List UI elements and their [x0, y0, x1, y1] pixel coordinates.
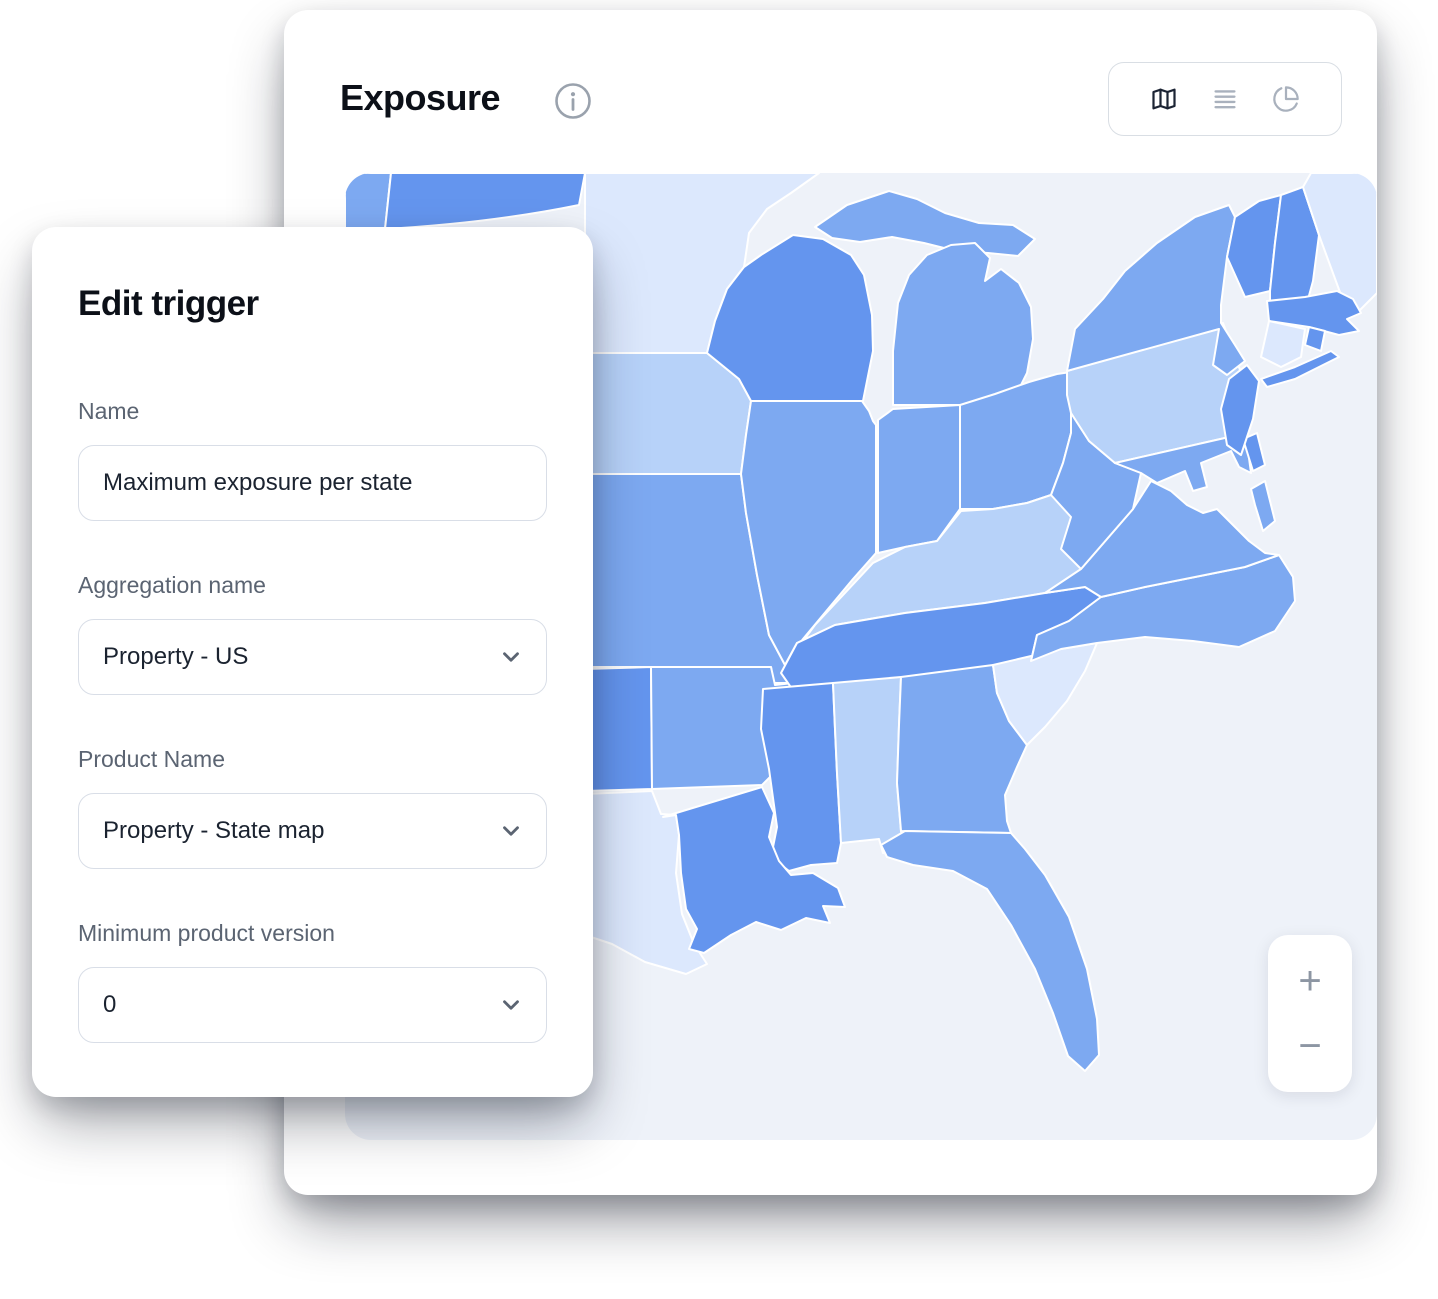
- state-ms[interactable]: [760, 682, 842, 872]
- state-nd[interactable]: [384, 173, 586, 230]
- state-ma[interactable]: [1266, 290, 1362, 336]
- product-name-value: Property - State map: [103, 817, 325, 844]
- choropleth-svg: [345, 173, 1377, 1072]
- list-view-icon[interactable]: [1210, 84, 1240, 114]
- chevron-down-icon: [498, 644, 524, 670]
- state-ct[interactable]: [1260, 320, 1306, 368]
- product-name-select[interactable]: Property - State map: [78, 793, 547, 869]
- exposure-card-title: Exposure: [340, 77, 501, 118]
- aggregation-name-label: Aggregation name: [78, 572, 266, 598]
- zoom-in-button[interactable]: +: [1298, 959, 1322, 1004]
- state-nj[interactable]: [1220, 364, 1260, 456]
- state-in[interactable]: [877, 404, 961, 554]
- minimum-product-version-label: Minimum product version: [78, 920, 335, 946]
- state-la[interactable]: [662, 786, 846, 954]
- name-field: [78, 445, 547, 521]
- state-ia[interactable]: [584, 352, 752, 475]
- chevron-down-icon: [498, 818, 524, 844]
- name-input[interactable]: [103, 469, 490, 497]
- state-va-eastern-shore[interactable]: [1250, 480, 1276, 532]
- view-toolbar: [1108, 62, 1342, 136]
- aggregation-name-select[interactable]: Property - US: [78, 619, 547, 695]
- state-al[interactable]: [832, 676, 906, 854]
- state-mi-upper[interactable]: [814, 190, 1036, 257]
- state-me[interactable]: [1302, 173, 1377, 314]
- state-mi[interactable]: [892, 242, 1034, 406]
- product-name-label: Product Name: [78, 746, 226, 772]
- chevron-down-icon: [498, 992, 524, 1018]
- map-zoom-control: + −: [1268, 935, 1352, 1092]
- state-ok[interactable]: [584, 666, 653, 792]
- map-view-icon[interactable]: [1149, 84, 1179, 114]
- aggregation-name-value: Property - US: [103, 643, 249, 670]
- state-tx[interactable]: [584, 790, 708, 975]
- state-de[interactable]: [1242, 432, 1266, 472]
- zoom-out-button[interactable]: −: [1298, 1023, 1322, 1068]
- state-long-island[interactable]: [1260, 350, 1340, 388]
- state-ri[interactable]: [1304, 326, 1326, 352]
- edit-trigger-title: Edit trigger: [78, 284, 259, 323]
- pie-chart-view-icon[interactable]: [1271, 84, 1301, 114]
- edit-trigger-panel: Edit trigger Name Aggregation name Prope…: [32, 227, 593, 1097]
- info-icon[interactable]: [554, 82, 592, 120]
- minimum-product-version-value: 0: [103, 991, 117, 1018]
- minimum-product-version-select[interactable]: 0: [78, 967, 547, 1043]
- name-field-label: Name: [78, 398, 140, 424]
- state-fl[interactable]: [880, 830, 1100, 1072]
- state-mt[interactable]: [345, 173, 392, 232]
